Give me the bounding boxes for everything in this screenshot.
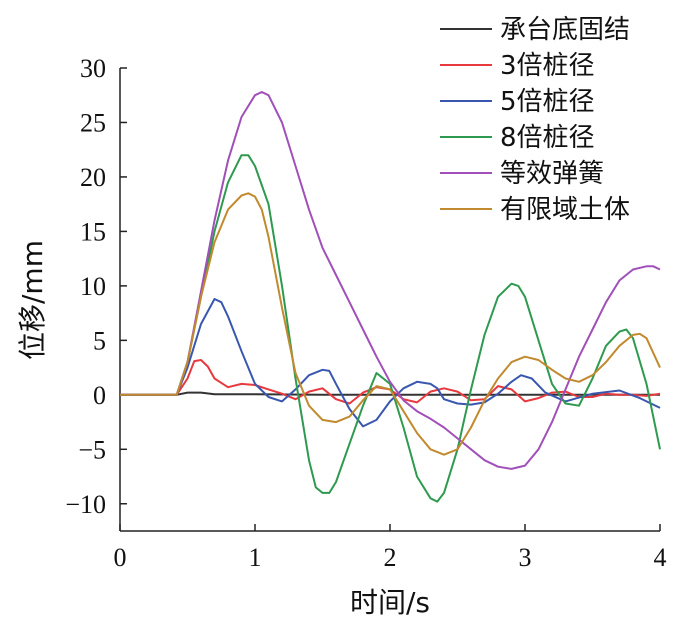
y-axis-title: 位移/mm (16, 240, 49, 360)
y-tick-label: 5 (93, 326, 106, 355)
y-tick-label: 20 (80, 163, 106, 192)
series-line-0 (120, 391, 660, 396)
x-tick-label: 2 (384, 543, 397, 572)
tick-marks (119, 67, 661, 531)
y-tick-label: 0 (93, 381, 106, 410)
legend-label-0: 承台底固结 (500, 15, 630, 45)
series-line-4 (120, 91, 661, 470)
legend-label-4: 等效弹簧 (500, 159, 604, 189)
series-lines (120, 91, 661, 503)
tick-labels: 0 1 2 3 4 −10 −5 0 5 10 15 20 25 30 (65, 54, 666, 572)
x-axis-title: 时间/s (350, 586, 430, 619)
legend-label-2: 5倍桩径 (500, 87, 595, 117)
y-tick-label: −10 (65, 490, 106, 519)
y-tick-label: −5 (78, 435, 106, 464)
legend-label-1: 3倍桩径 (500, 51, 595, 81)
x-tick-label: 0 (114, 543, 127, 572)
series-line-3 (120, 154, 661, 503)
y-tick-label: 10 (80, 272, 106, 301)
y-tick-label: 15 (80, 217, 106, 246)
legend-label-5: 有限域土体 (500, 195, 630, 225)
y-tick-label: 30 (80, 54, 106, 83)
legend-label-3: 8倍桩径 (500, 123, 595, 153)
x-tick-label: 3 (519, 543, 532, 572)
x-tick-label: 4 (654, 543, 667, 572)
y-tick-label: 25 (80, 108, 106, 137)
series-line-2 (120, 298, 661, 428)
x-tick-label: 1 (249, 543, 262, 572)
series-line-5 (120, 192, 661, 456)
